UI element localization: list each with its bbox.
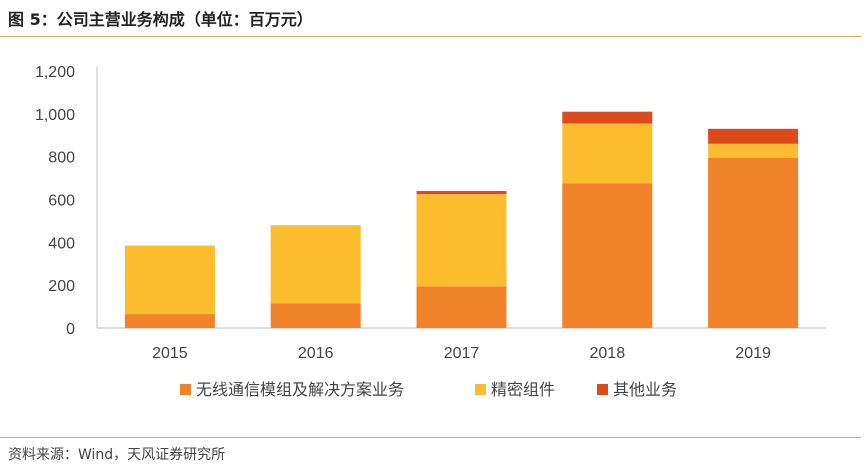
legend-label-2: 精密组件	[491, 380, 555, 399]
bar-segment-3-2017	[416, 190, 507, 195]
bar-segment-2-2017	[416, 194, 507, 287]
y-tick-label: 400	[48, 235, 75, 252]
bar-segment-3-2018	[562, 111, 653, 124]
x-tick-label: 2017	[444, 345, 480, 362]
legend-label-3: 其他业务	[613, 380, 677, 399]
y-tick-label: 1,000	[35, 107, 75, 124]
source-note: 资料来源：Wind，天风证券研究所	[8, 447, 226, 463]
legend-swatch-2	[475, 384, 486, 395]
x-tick-label: 2018	[590, 345, 626, 362]
legend-swatch-3	[597, 384, 608, 395]
y-tick-label: 0	[66, 321, 75, 338]
bar-segment-2-2016	[270, 225, 361, 304]
bar-segment-1-2017	[416, 286, 507, 328]
y-tick-label: 1,200	[35, 64, 75, 81]
bar-segment-2-2018	[562, 123, 653, 184]
chart-title: 图 5：公司主营业务构成（单位：百万元）	[8, 10, 313, 29]
legend-label-1: 无线通信模组及解决方案业务	[196, 380, 404, 399]
y-tick-label: 600	[48, 193, 75, 210]
x-tick-label: 2016	[298, 345, 334, 362]
top-divider	[0, 36, 861, 37]
bar-segment-2-2019	[708, 143, 799, 158]
x-tick-label: 2015	[152, 345, 188, 362]
bar-segment-1-2018	[562, 183, 653, 328]
stacked-bar-chart: 0 200 400 600 800 1,000 1,200 2015 2016 2017 2018 2…	[35, 64, 826, 399]
y-tick-label: 200	[48, 278, 75, 295]
x-tick-label: 2019	[735, 345, 771, 362]
y-tick-label: 800	[48, 150, 75, 167]
bar-segment-2-2015	[124, 245, 215, 315]
bar-segment-1-2016	[270, 303, 361, 328]
bar-segment-3-2019	[708, 128, 799, 144]
bar-segment-1-2019	[708, 157, 799, 328]
legend-swatch-1	[180, 384, 191, 395]
bottom-divider	[0, 437, 861, 438]
bar-segment-1-2015	[124, 314, 215, 328]
